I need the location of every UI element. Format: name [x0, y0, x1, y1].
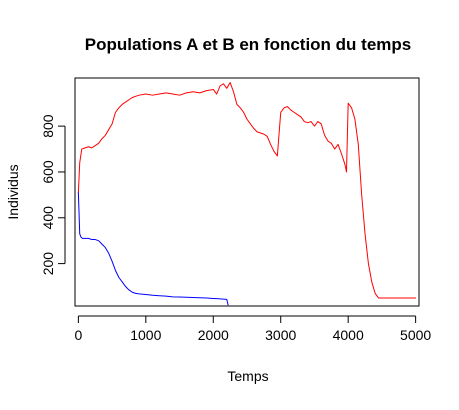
chart-title: Populations A et B en fonction du temps [85, 35, 411, 54]
x-axis: 0 1000 2000 3000 4000 5000 [74, 315, 431, 343]
x-tick-label: 4000 [333, 327, 364, 343]
y-tick-label: 800 [40, 114, 56, 138]
x-tick-label: 2000 [198, 327, 229, 343]
series-line-2 [77, 192, 229, 306]
x-tick-label: 0 [74, 327, 82, 343]
x-tick-label: 3000 [265, 327, 296, 343]
series-layer [77, 82, 417, 306]
y-tick-label: 400 [40, 206, 56, 230]
plot-frame [74, 77, 420, 307]
y-axis: 200 400 600 800 [40, 114, 66, 276]
y-tick-label: 600 [40, 160, 56, 184]
y-tick-label: 200 [40, 252, 56, 276]
y-axis-label: Individus [5, 164, 21, 219]
x-axis-label: Temps [227, 368, 268, 384]
x-tick-label: 1000 [130, 327, 161, 343]
x-tick-label: 5000 [400, 327, 431, 343]
series-line-1 [77, 82, 417, 299]
